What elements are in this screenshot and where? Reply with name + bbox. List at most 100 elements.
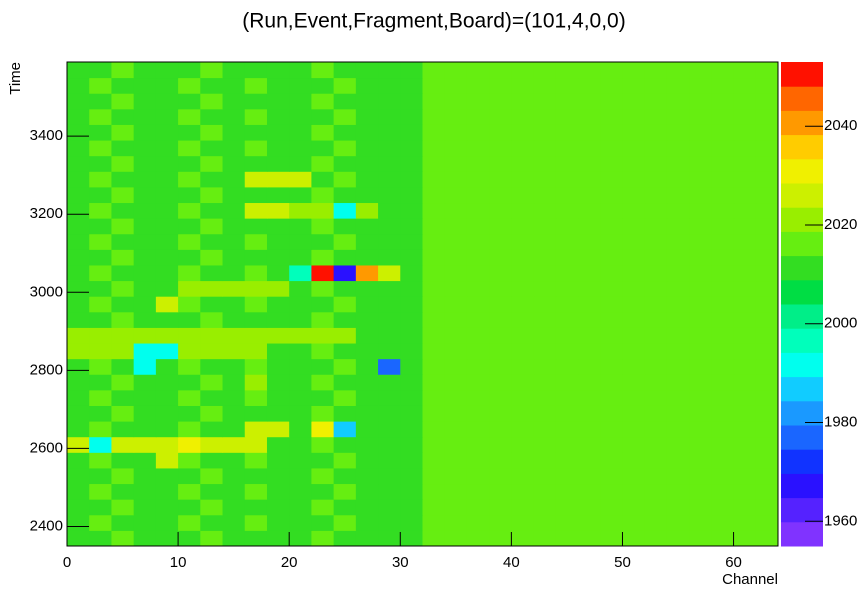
heatmap-cell <box>266 155 290 172</box>
palette-band <box>781 279 823 305</box>
heatmap-cell <box>178 77 201 94</box>
heatmap-cell <box>622 499 646 516</box>
heatmap-cell <box>155 140 179 157</box>
heatmap-cell <box>711 452 735 469</box>
heatmap-cell <box>111 530 135 547</box>
heatmap-cell <box>333 452 357 469</box>
plot-frame <box>66 61 779 547</box>
heatmap-cell <box>622 389 646 406</box>
heatmap-cell <box>244 155 268 172</box>
heatmap-cell <box>600 499 623 516</box>
heatmap-cell <box>400 264 423 282</box>
heatmap-cell <box>444 155 468 172</box>
heatmap-cell <box>511 311 535 328</box>
heatmap-cell <box>644 186 668 204</box>
heatmap-cell <box>333 296 357 313</box>
heatmap-cell <box>200 311 224 328</box>
heatmap-cell <box>378 296 401 313</box>
heatmap-cell <box>266 202 290 219</box>
heatmap-cell <box>178 296 201 313</box>
heatmap-cell <box>444 311 468 328</box>
heatmap-cell <box>444 483 468 500</box>
heatmap-cell <box>178 483 201 500</box>
heatmap-cell <box>333 218 357 235</box>
heatmap-cell <box>155 436 179 453</box>
heatmap-cell <box>378 249 401 266</box>
heatmap-cell <box>600 233 623 250</box>
heatmap-cell <box>244 171 268 188</box>
heatmap-cell <box>378 124 401 141</box>
heatmap-cell <box>289 296 312 313</box>
heatmap-cell <box>489 202 512 219</box>
heatmap-cell <box>67 218 90 235</box>
heatmap-cell <box>333 405 357 422</box>
heatmap-cell <box>200 233 224 250</box>
heatmap-cell <box>644 530 668 547</box>
heatmap-cell <box>378 343 401 360</box>
heatmap-cell <box>333 327 357 344</box>
heatmap-cell <box>733 280 757 297</box>
heatmap-cell <box>600 171 623 188</box>
heatmap-cell <box>289 124 312 141</box>
heatmap-cell <box>333 124 357 141</box>
heatmap-cell <box>311 93 335 110</box>
palette-band <box>781 352 823 378</box>
heatmap-cell <box>511 389 535 406</box>
heatmap-cell <box>200 280 224 297</box>
heatmap-cell <box>578 77 601 94</box>
heatmap-cell <box>755 514 779 531</box>
heatmap-cell <box>755 358 779 375</box>
heatmap-cell <box>178 499 201 516</box>
heatmap-cell <box>133 311 157 328</box>
heatmap-cell <box>333 311 357 328</box>
heatmap-cell <box>466 140 490 157</box>
heatmap-cell <box>555 467 579 485</box>
heatmap-cell <box>67 93 90 110</box>
heatmap-cell <box>733 530 757 547</box>
heatmap-cell <box>400 405 423 422</box>
heatmap-cell <box>200 358 224 375</box>
heatmap-cell <box>644 171 668 188</box>
heatmap-cell <box>155 311 179 328</box>
x-tick-label: 10 <box>170 554 187 571</box>
heatmap-cell <box>422 467 446 485</box>
heatmap-cell <box>666 374 690 391</box>
heatmap-cell <box>355 514 379 531</box>
heatmap-cell <box>378 62 401 79</box>
heatmap-cell <box>89 530 112 547</box>
heatmap-cell <box>266 62 290 79</box>
heatmap-cell <box>622 155 646 172</box>
heatmap-cell <box>622 140 646 157</box>
heatmap-cell <box>711 436 735 453</box>
heatmap-cell <box>178 358 201 375</box>
heatmap-cell <box>533 218 557 235</box>
heatmap-cell <box>555 249 579 266</box>
heatmap-cell <box>111 452 135 469</box>
heatmap-cell <box>511 202 535 219</box>
y-tick-label: 2600 <box>30 439 63 456</box>
heatmap-cell <box>733 452 757 469</box>
heatmap-cell <box>133 327 157 344</box>
heatmap-cell <box>111 77 135 94</box>
heatmap-cell <box>355 467 379 485</box>
heatmap-cell <box>244 467 268 485</box>
heatmap-cell <box>311 140 335 157</box>
heatmap-cell <box>711 483 735 500</box>
heatmap-cell <box>222 499 246 516</box>
heatmap-cell <box>111 311 135 328</box>
heatmap-cell <box>244 108 268 125</box>
heatmap-cell <box>355 499 379 516</box>
heatmap-cell <box>355 530 379 547</box>
heatmap-cell <box>200 249 224 266</box>
heatmap-cell <box>244 343 268 360</box>
heatmap-cell <box>111 202 135 219</box>
heatmap-cell <box>733 171 757 188</box>
heatmap-cell <box>489 389 512 406</box>
heatmap-cell <box>555 62 579 79</box>
heatmap-cell <box>689 467 712 485</box>
heatmap-cell <box>222 374 246 391</box>
heatmap-cell <box>733 108 757 125</box>
heatmap-cell <box>89 218 112 235</box>
heatmap-cell <box>155 467 179 485</box>
heatmap-cell <box>378 467 401 485</box>
